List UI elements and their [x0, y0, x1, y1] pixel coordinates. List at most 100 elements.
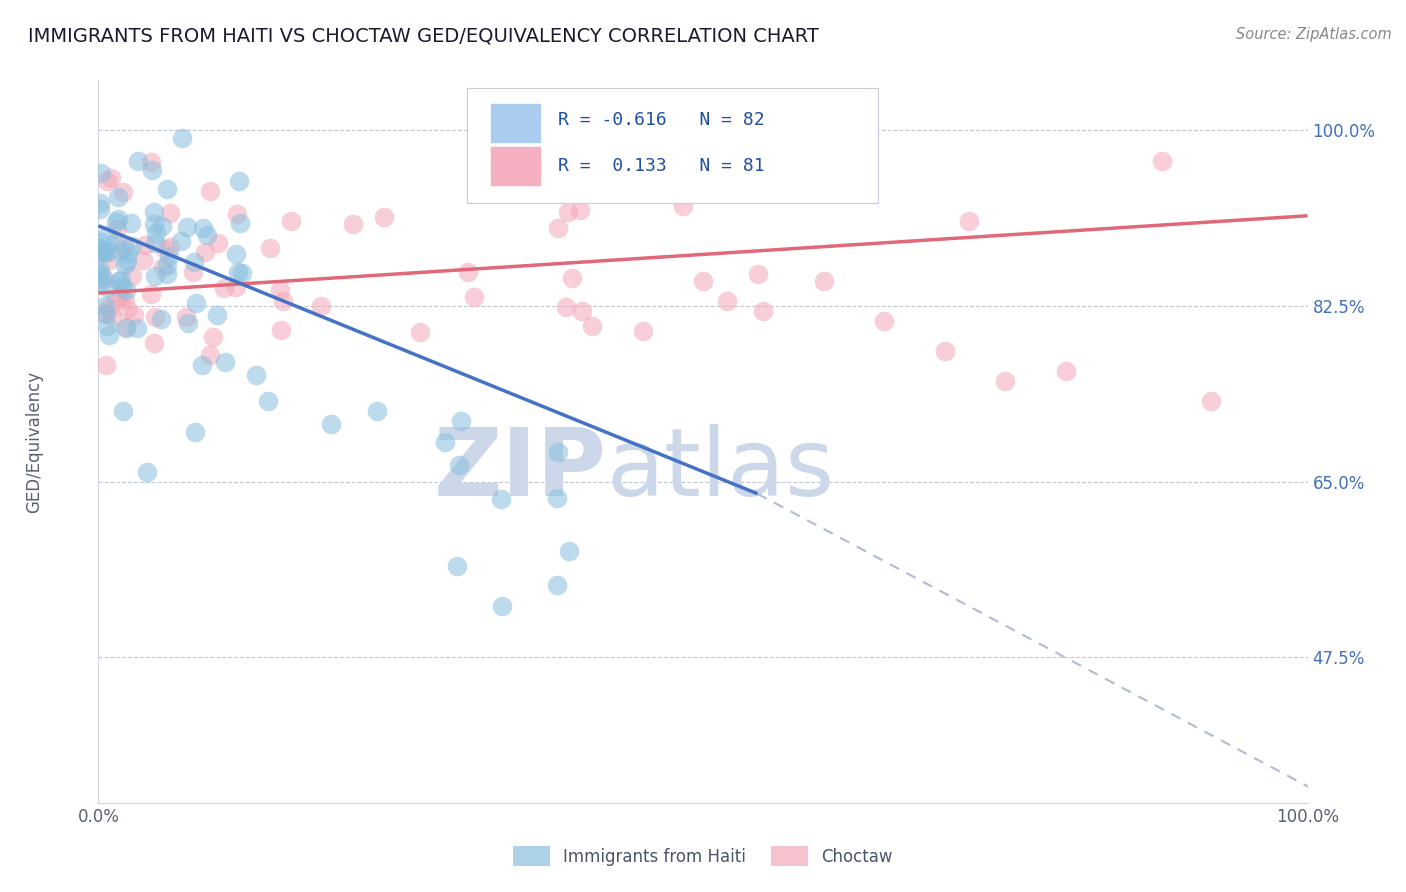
Immigrants from Haiti: [225, 247, 247, 261]
Immigrants from Haiti: [96, 318, 118, 333]
Immigrants from Haiti: [110, 243, 132, 257]
Choctaw: [115, 320, 138, 334]
Immigrants from Haiti: [91, 270, 114, 285]
Immigrants from Haiti: [184, 425, 207, 439]
Immigrants from Haiti: [558, 544, 581, 558]
Immigrants from Haiti: [90, 166, 112, 180]
FancyBboxPatch shape: [492, 104, 540, 142]
Choctaw: [202, 330, 225, 344]
Immigrants from Haiti: [245, 368, 267, 383]
Choctaw: [226, 207, 249, 221]
Choctaw: [114, 293, 136, 307]
Choctaw: [547, 123, 569, 137]
Choctaw: [280, 213, 302, 227]
Immigrants from Haiti: [176, 220, 198, 235]
Choctaw: [105, 222, 128, 236]
Choctaw: [581, 318, 603, 333]
Immigrants from Haiti: [93, 244, 115, 258]
Immigrants from Haiti: [111, 404, 134, 418]
Text: ZIP: ZIP: [433, 425, 606, 516]
Immigrants from Haiti: [191, 358, 214, 372]
Choctaw: [122, 308, 145, 322]
Choctaw: [259, 241, 281, 255]
Immigrants from Haiti: [141, 163, 163, 178]
Choctaw: [101, 309, 124, 323]
Immigrants from Haiti: [145, 226, 167, 240]
Choctaw: [97, 253, 120, 268]
Choctaw: [159, 239, 181, 253]
Y-axis label: GED/Equivalency: GED/Equivalency: [25, 370, 42, 513]
Immigrants from Haiti: [93, 245, 115, 260]
Text: Source: ZipAtlas.com: Source: ZipAtlas.com: [1236, 27, 1392, 42]
Immigrants from Haiti: [90, 275, 112, 289]
FancyBboxPatch shape: [467, 87, 879, 203]
Immigrants from Haiti: [107, 190, 129, 204]
Choctaw: [561, 270, 583, 285]
Choctaw: [142, 335, 165, 350]
Choctaw: [457, 265, 479, 279]
Choctaw: [994, 374, 1017, 388]
Choctaw: [1152, 153, 1174, 168]
Choctaw: [139, 155, 162, 169]
Immigrants from Haiti: [143, 235, 166, 250]
Choctaw: [373, 210, 395, 224]
Immigrants from Haiti: [110, 273, 132, 287]
Choctaw: [111, 186, 134, 200]
Immigrants from Haiti: [447, 458, 470, 472]
Choctaw: [198, 348, 221, 362]
Immigrants from Haiti: [125, 321, 148, 335]
Choctaw: [181, 264, 204, 278]
Immigrants from Haiti: [94, 307, 117, 321]
Immigrants from Haiti: [90, 243, 112, 257]
Choctaw: [207, 235, 229, 250]
Choctaw: [613, 187, 636, 202]
Choctaw: [110, 290, 132, 304]
Immigrants from Haiti: [114, 258, 136, 272]
Choctaw: [121, 269, 143, 284]
Immigrants from Haiti: [434, 434, 457, 449]
Choctaw: [225, 280, 247, 294]
Immigrants from Haiti: [117, 246, 139, 260]
Text: R =  0.133   N = 81: R = 0.133 N = 81: [558, 156, 765, 175]
Choctaw: [96, 174, 118, 188]
Choctaw: [1199, 394, 1222, 409]
FancyBboxPatch shape: [492, 147, 540, 185]
Immigrants from Haiti: [89, 266, 111, 280]
Choctaw: [342, 217, 364, 231]
Immigrants from Haiti: [105, 215, 128, 229]
Immigrants from Haiti: [89, 263, 111, 277]
Immigrants from Haiti: [491, 599, 513, 613]
Immigrants from Haiti: [231, 266, 253, 280]
Choctaw: [681, 139, 703, 153]
Immigrants from Haiti: [546, 577, 568, 591]
Choctaw: [115, 301, 138, 316]
Immigrants from Haiti: [121, 238, 143, 252]
Immigrants from Haiti: [214, 355, 236, 369]
Immigrants from Haiti: [156, 258, 179, 272]
Choctaw: [143, 310, 166, 324]
Immigrants from Haiti: [115, 254, 138, 268]
Immigrants from Haiti: [142, 205, 165, 219]
Immigrants from Haiti: [195, 227, 218, 242]
Text: atlas: atlas: [606, 425, 835, 516]
Immigrants from Haiti: [90, 235, 112, 249]
Choctaw: [134, 238, 156, 252]
Immigrants from Haiti: [186, 296, 208, 310]
Immigrants from Haiti: [89, 241, 111, 255]
Immigrants from Haiti: [156, 182, 179, 196]
Text: R = -0.616   N = 82: R = -0.616 N = 82: [558, 111, 765, 129]
Immigrants from Haiti: [114, 321, 136, 335]
Choctaw: [194, 244, 217, 259]
Choctaw: [98, 301, 121, 316]
Text: IMMIGRANTS FROM HAITI VS CHOCTAW GED/EQUIVALENCY CORRELATION CHART: IMMIGRANTS FROM HAITI VS CHOCTAW GED/EQU…: [28, 27, 818, 45]
Immigrants from Haiti: [111, 279, 134, 293]
Choctaw: [554, 300, 576, 314]
Choctaw: [94, 358, 117, 372]
Choctaw: [747, 268, 769, 282]
Immigrants from Haiti: [98, 327, 121, 342]
Immigrants from Haiti: [226, 265, 249, 279]
Choctaw: [934, 344, 956, 359]
Immigrants from Haiti: [450, 414, 472, 429]
Immigrants from Haiti: [205, 308, 228, 322]
Immigrants from Haiti: [96, 227, 118, 242]
